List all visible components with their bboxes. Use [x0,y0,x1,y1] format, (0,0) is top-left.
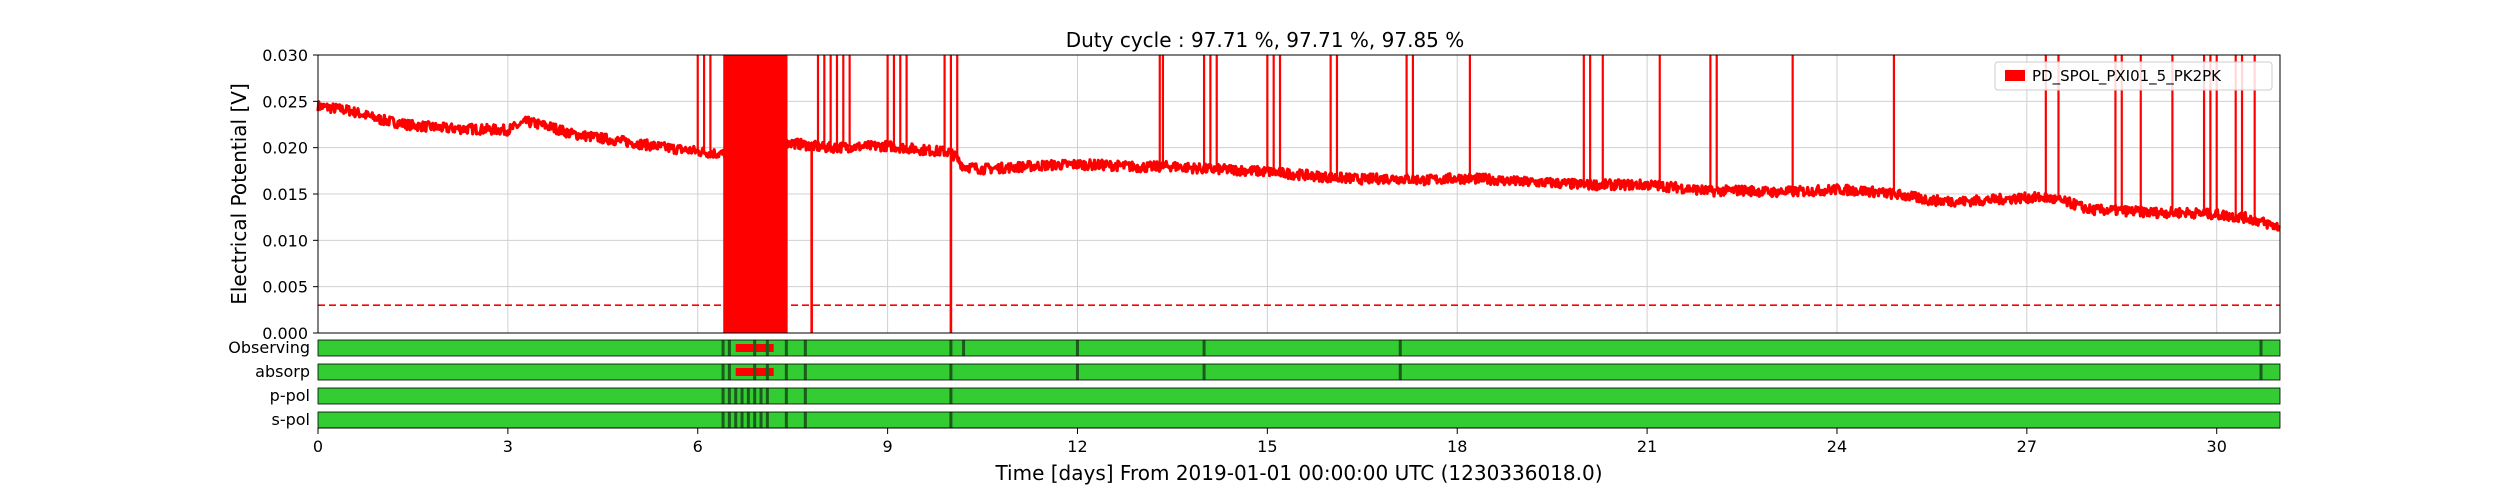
state-gap-marker [2259,340,2263,356]
state-bar-s-pol [318,412,2280,428]
state-gap-marker [727,388,731,404]
chart-title: Duty cycle : 97.71 %, 97.71 %, 97.85 % [1066,28,1465,52]
state-row-frame [317,363,2281,381]
state-bar-absorp [318,364,2280,380]
legend-box [1994,61,2273,91]
x-axis-label: Time [days] From 2019-01-01 00:00:00 UTC… [994,461,1602,485]
state-row-label: p-pol [270,386,310,405]
state-gap-marker [1075,364,1079,380]
state-gap-marker [765,364,769,380]
state-gap-marker [727,340,731,356]
x-tick-label: 27 [2017,437,2037,456]
y-tick-label: 0.020 [262,139,308,158]
state-gap-marker [949,364,953,380]
state-gap-marker [784,412,788,428]
state-gap-marker [759,388,763,404]
state-gap-marker [734,388,738,404]
x-tick-label: 24 [1827,437,1847,456]
state-gap-marker [721,364,725,380]
x-tick-label: 0 [313,437,323,456]
state-gap-marker [784,388,788,404]
state-gap-marker [734,412,738,428]
state-gap-marker [1075,340,1079,356]
state-row-frame [317,387,2281,405]
x-tick-label: 3 [503,437,513,456]
series-layer [316,55,2281,333]
state-gap-marker [803,340,807,356]
state-gap-marker [721,412,725,428]
state-gap-marker [765,340,769,356]
x-ticks: 0 3 6 9 12 15 18 21 24 27 30 [313,427,2280,456]
state-gap-marker [721,340,725,356]
state-gap-marker [753,364,757,380]
state-gap-marker [727,364,731,380]
state-gap-marker [803,364,807,380]
x-tick-label: 30 [2207,437,2227,456]
state-gap-marker [1202,340,1206,356]
state-gap-marker [1398,364,1402,380]
state-row-frame [317,339,2281,357]
y-tick-label: 0.005 [262,278,308,297]
state-gap-marker [765,388,769,404]
state-gap-marker [746,388,750,404]
x-tick-label: 12 [1067,437,1087,456]
state-gap-marker [1202,364,1206,380]
state-gap-marker [949,340,953,356]
state-gap-marker [740,388,744,404]
state-row-label: Observing [228,338,310,357]
state-gap-marker [759,412,763,428]
y-tick-label: 0.025 [262,92,308,111]
state-gap-marker [753,340,757,356]
y-axis-label: Electrical Potential [V] [227,83,251,305]
state-segment-panel: Observing absorp p-pol s-pol [228,338,2281,429]
state-gap-marker [949,412,953,428]
state-row-label: s-pol [272,410,311,429]
state-gap-marker [949,388,953,404]
x-tick-label: 6 [693,437,703,456]
x-tick-label: 9 [883,437,893,456]
state-bar-observing [318,340,2280,356]
x-tick-label: 21 [1637,437,1657,456]
y-ticks: 0.000 0.005 0.010 0.015 0.020 0.025 0.030 [262,46,318,343]
series-line-pd-spol [316,100,2281,232]
state-bar-p-pol [318,388,2280,404]
legend-swatch [2005,70,2025,81]
state-gap-marker [962,340,966,356]
state-gap-marker [753,412,757,428]
state-gap-marker [784,340,788,356]
legend-entry-label: PD_SPOL_PXI01_5_PK2PK [2032,67,2222,86]
state-gap-marker [803,388,807,404]
legend: PD_SPOL_PXI01_5_PK2PK [1994,61,2273,91]
state-gap-marker [765,412,769,428]
state-row-label: absorp [255,362,310,381]
y-tick-label: 0.000 [262,324,308,343]
state-gap-marker [721,388,725,404]
y-tick-label: 0.030 [262,46,308,65]
y-tick-label: 0.010 [262,231,308,250]
state-gap-marker [740,412,744,428]
x-tick-label: 18 [1447,437,1467,456]
state-gap-marker [727,412,731,428]
state-gap-marker [746,412,750,428]
state-gap-marker [803,412,807,428]
x-tick-label: 15 [1257,437,1277,456]
y-tick-label: 0.015 [262,185,308,204]
state-gap-marker [753,388,757,404]
state-gap-marker [1398,340,1402,356]
state-gap-marker [2259,364,2263,380]
state-gap-marker [784,364,788,380]
